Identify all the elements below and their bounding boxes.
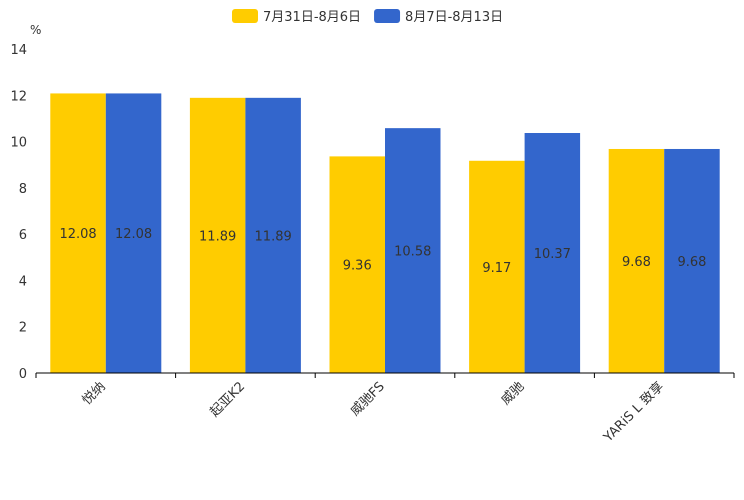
y-tick-label: 14 <box>10 43 27 58</box>
legend: 7月31日-8月6日 8月7日-8月13日 <box>232 9 503 25</box>
legend-swatch <box>374 9 401 23</box>
bar-value-label: 11.89 <box>255 229 292 244</box>
bar <box>524 133 581 373</box>
bar <box>189 97 246 374</box>
legend-label: 7月31日-8月6日 <box>263 10 361 25</box>
bar <box>105 93 162 373</box>
legend-swatch <box>232 9 258 23</box>
legend-item[interactable]: 8月7日-8月13日 <box>374 9 503 25</box>
y-axis: 0 2 4 6 8 10 12 14 <box>10 43 27 382</box>
bar-value-label: 10.37 <box>534 247 571 262</box>
bar-value-label: 9.17 <box>482 261 511 276</box>
x-tick-label: 威驰FS <box>348 379 388 419</box>
y-tick-label: 8 <box>19 182 27 197</box>
y-tick-label: 12 <box>10 89 27 104</box>
y-tick-label: 10 <box>10 136 27 151</box>
x-tick-label: YARiS L 致享 <box>600 379 667 446</box>
bar-value-label: 12.08 <box>59 227 96 242</box>
y-tick-label: 2 <box>19 321 27 336</box>
x-tick-label: 悦纳 <box>80 379 109 408</box>
bar <box>469 160 525 373</box>
x-axis: 悦纳 起亚K2 威驰FS 威驰 YARiS L 致享 <box>35 372 735 446</box>
y-tick-label: 4 <box>19 274 27 289</box>
bar <box>50 93 106 373</box>
bar-value-label: 12.08 <box>115 227 152 242</box>
bar <box>329 156 385 373</box>
bars: 12.08 12.08 11.89 11.89 9.36 10.58 9.17 10.37 9.… <box>50 93 720 374</box>
bar <box>664 148 720 373</box>
bar-value-label: 9.36 <box>343 259 372 274</box>
bar-value-label: 9.68 <box>622 255 651 270</box>
bar-value-label: 9.68 <box>677 255 706 270</box>
legend-item[interactable]: 7月31日-8月6日 <box>232 9 361 25</box>
bar <box>385 128 441 373</box>
bar-value-label: 11.89 <box>199 229 236 244</box>
y-tick-label: 6 <box>19 228 27 243</box>
legend-label: 8月7日-8月13日 <box>405 10 503 25</box>
x-tick-label: 威驰 <box>498 379 527 408</box>
bar-value-label: 10.58 <box>394 245 431 260</box>
bar <box>608 148 665 373</box>
y-tick-label: 0 <box>19 367 27 382</box>
y-axis-unit: % <box>30 23 41 37</box>
bar <box>245 97 301 374</box>
x-tick-label: 起亚K2 <box>207 379 248 420</box>
